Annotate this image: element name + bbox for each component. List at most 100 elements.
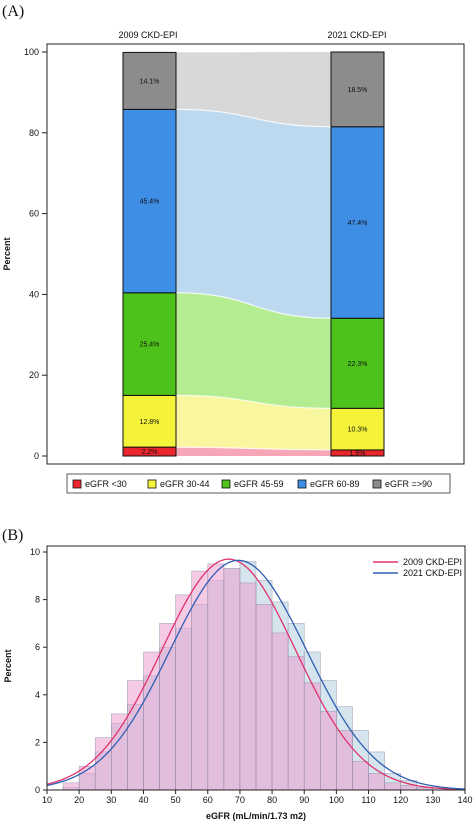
panel-a-legend-swatch (372, 479, 382, 489)
panel-b-x-tick-label: 110 (361, 795, 375, 805)
panel-a-segment-label: 45.4% (140, 199, 160, 206)
panel-b-x-tick-label: 120 (393, 795, 408, 805)
panel-b-x-tick-label: 100 (329, 795, 344, 805)
panel-b-y-tick-label: 0 (35, 785, 40, 795)
panel-b-histogram-bar (400, 784, 418, 791)
panel-a: (A) 2009 CKD-EPI 2021 CKD-EPI 2.2%12.8%2… (2, 3, 465, 494)
panel-a-bar-segment (330, 317, 385, 409)
panel-b-histogram (62, 561, 434, 791)
panel-b-histogram-bar (352, 761, 369, 791)
panel-b-y-axis-title: Percent (3, 649, 13, 682)
panel-b-axes: 10 20 30 40 50 60 70 80 90 100 110 120 130 140 0 2 4 6 8 10 (30, 547, 473, 805)
panel-b-histogram-bar (271, 632, 289, 791)
panel-b: (B) 10 20 30 40 50 60 70 80 90 100 110 120 130 140 0 2 4… (2, 527, 473, 821)
panel-a-bar-segment (330, 407, 385, 451)
panel-a-header-2021: 2021 CKD-EPI (327, 30, 386, 40)
panel-a-flow-boundary (175, 108, 332, 128)
panel-a-flow (176, 447, 331, 456)
panel-a-y-axis-title: Percent (2, 237, 12, 270)
panel-b-histogram-bar (111, 713, 128, 791)
panel-a-segment-label: 2.2% (142, 449, 158, 456)
panel-b-x-tick-label: 10 (42, 795, 52, 805)
panel-a-flow-boundary (175, 446, 332, 451)
panel-a-segment-label: 47.4% (348, 220, 368, 227)
panel-a-y-tick-label: 100 (24, 47, 39, 57)
panel-b-y-tick-label: 8 (35, 595, 40, 605)
panel-a-flows (175, 52, 332, 456)
panel-b-x-tick-label: 30 (106, 795, 116, 805)
panel-a-legend-label: eGFR 30-44 (160, 479, 210, 489)
panel-a-bar-segment (330, 126, 385, 319)
panel-b-y-tick-label: 2 (35, 737, 40, 747)
panel-b-histogram-bar (223, 568, 241, 791)
panel-a-y-tick-label: 40 (29, 289, 39, 299)
panel-a-segment-label: 22.3% (348, 361, 368, 368)
panel-a-y-axis: 0 20 40 60 80 100 (24, 47, 47, 461)
panel-a-flow (176, 109, 331, 319)
panel-a-legend-swatch (72, 479, 82, 489)
panel-b-x-tick-label: 20 (74, 795, 84, 805)
panel-a-segment-label: 12.8% (140, 419, 160, 426)
panel-a-segment-label: 18.5% (348, 87, 368, 94)
panel-b-histogram-bar (303, 682, 321, 791)
panel-a-flow (176, 52, 331, 127)
panel-a-y-tick-label: 80 (29, 128, 39, 138)
panel-b-legend-label: 2021 CKD-EPI (403, 568, 462, 578)
panel-a-bar-segment (122, 51, 177, 110)
panel-a-legend-label: eGFR 45-59 (234, 479, 284, 489)
panel-b-normal-curve (46, 559, 466, 790)
panel-a-flow (176, 292, 331, 409)
panel-b-histogram-bar (62, 782, 80, 791)
panel-a-y-tick-label: 20 (29, 370, 39, 380)
panel-a-segment-label: 1.5% (350, 450, 366, 457)
panel-b-histogram-bar (207, 563, 225, 791)
panel-b-histogram-bar (368, 773, 385, 791)
panel-a-header-2009: 2009 CKD-EPI (118, 30, 177, 40)
panel-b-label: (B) (2, 527, 23, 544)
panel-a-legend-label: eGFR 60-89 (310, 479, 360, 489)
panel-a-legend-frame (66, 473, 451, 494)
panel-b-legend-label: 2009 CKD-EPI (403, 557, 462, 567)
panel-a-legend-swatch (297, 479, 307, 489)
panel-b-histogram-bar (287, 656, 305, 791)
panel-a-legend-swatch (147, 479, 157, 489)
panel-b-curves (46, 558, 466, 791)
panel-a-bar-segment (122, 394, 177, 448)
panel-b-x-axis-title: eGFR (mL/min/1.73 m2) (206, 811, 306, 821)
panel-b-plot-frame (46, 545, 466, 791)
panel-b-x-tick-label: 40 (138, 795, 148, 805)
panel-b-x-tick-label: 80 (267, 795, 277, 805)
panel-a-flow-boundary (175, 292, 332, 319)
panel-a-flow (176, 395, 331, 450)
panel-b-y-tick-label: 4 (35, 690, 40, 700)
panel-a-segment-label: 14.1% (140, 78, 160, 85)
panel-b-x-tick-label: 130 (425, 795, 440, 805)
panel-a-bar-segment (330, 51, 385, 128)
panel-b-y-tick-label: 6 (35, 642, 40, 652)
panel-a-y-tick-label: 60 (29, 209, 39, 219)
panel-a-label: (A) (2, 3, 24, 20)
panel-b-normal-curve (46, 558, 466, 791)
panel-b-histogram-bar (384, 782, 401, 791)
panel-b-histogram-bar (239, 582, 257, 791)
panel-b-y-tick-label: 10 (30, 547, 40, 557)
panel-a-bar-segment (122, 108, 177, 294)
panel-b-histogram-bar (94, 737, 112, 791)
panel-b-x-tick-label: 90 (299, 795, 309, 805)
panel-a-bar-segment (122, 292, 177, 396)
panel-b-x-tick-label: 70 (235, 795, 245, 805)
panel-a-y-tick-label: 0 (34, 451, 39, 461)
panel-a-bars: 2.2% 12.8% 25.4% 45.4% 14.1% 1.5% 10.3% 22.3% 47… (122, 51, 385, 457)
panel-b-histogram-bar (255, 604, 273, 791)
panel-b-histogram-bar (127, 680, 144, 791)
panel-b-x-tick-label: 60 (203, 795, 213, 805)
panel-a-flow-boundary (175, 394, 332, 409)
panel-a-legend-label: eGFR <30 (85, 479, 127, 489)
panel-a-segment-label: 10.3% (348, 427, 368, 434)
panel-a-segment-label: 25.4% (140, 342, 160, 349)
panel-a-legend-swatch (221, 479, 231, 489)
panel-b-x-tick-label: 50 (171, 795, 181, 805)
panel-a-legend-label: eGFR =>90 (385, 479, 432, 489)
